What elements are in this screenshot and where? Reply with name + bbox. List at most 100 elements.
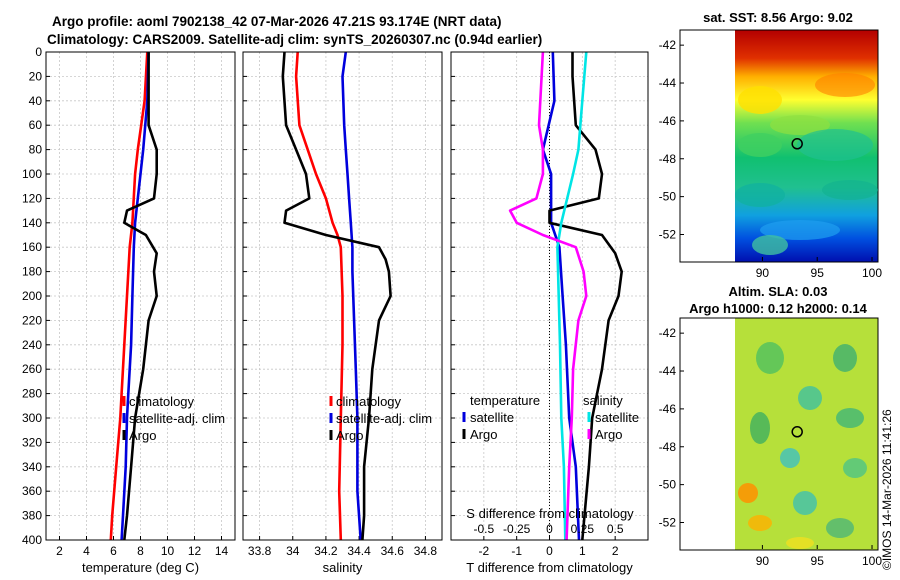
- legend-label: Argo: [336, 428, 363, 443]
- sst-map-title: sat. SST: 8.56 Argo: 9.02: [703, 10, 853, 25]
- x-axis-label: temperature (deg C): [82, 560, 199, 575]
- sst-field-blob: [735, 183, 785, 207]
- secondary-tick-label: -0.25: [503, 522, 531, 536]
- x-axis-label: salinity: [323, 560, 363, 575]
- y-tick-label: 260: [22, 362, 42, 376]
- y-tick-label: 160: [22, 240, 42, 254]
- sla-map-title1: Altim. SLA: 0.03: [729, 284, 828, 299]
- lat-tick-label: -48: [659, 152, 677, 166]
- sst-field-blob: [752, 235, 788, 255]
- sla-field-blob: [748, 515, 772, 531]
- sst-map-panel: sat. SST: 8.56 Argo: 9.02 -42 -44 -46 -48 -5…: [659, 10, 883, 280]
- sla-field-blob: [843, 458, 867, 478]
- secondary-axis-label: S difference from climatology: [466, 506, 634, 521]
- lon-tick-label: 90: [756, 266, 770, 280]
- sst-field-blob: [815, 73, 875, 97]
- series-line-climatology: [294, 51, 344, 541]
- y-tick-label: 280: [22, 387, 42, 401]
- legend-label: Argo: [470, 427, 497, 442]
- legend-label: satellite-adj. clim: [129, 411, 225, 426]
- legend-label: Argo: [129, 428, 156, 443]
- y-tick-label: 40: [29, 94, 43, 108]
- imos-stamp: ©IMOS 14-Mar-2026 11:41:26: [880, 409, 894, 570]
- sla-field-blob: [836, 408, 864, 428]
- legend-label: satellite: [595, 410, 639, 425]
- y-tick-label: 80: [29, 143, 43, 157]
- x-tick-label: 6: [110, 544, 117, 558]
- lat-tick-label: -44: [659, 364, 677, 378]
- x-tick-label: 14: [215, 544, 229, 558]
- x-tick-label: 12: [188, 544, 202, 558]
- sla-field-blob: [798, 386, 822, 410]
- y-tick-label: 120: [22, 191, 42, 205]
- x-tick-label: 0: [546, 544, 553, 558]
- plot-frame: [242, 51, 443, 541]
- legend-temperature-title: temperature: [470, 393, 540, 408]
- sla-field-blob: [833, 344, 857, 372]
- x-tick-label: 2: [612, 544, 619, 558]
- lat-tick-label: -42: [659, 38, 677, 52]
- sla-map-panel: Altim. SLA: 0.03 Argo h1000: 0.12 h2000:…: [659, 284, 883, 568]
- figure-title-line2: Climatology: CARS2009. Satellite-adj cli…: [47, 32, 543, 47]
- x-tick-label: 2: [56, 544, 63, 558]
- y-tick-label: 240: [22, 338, 42, 352]
- x-tick-label: 8: [137, 544, 144, 558]
- y-tick-label: 60: [29, 118, 43, 132]
- sla-field-blob: [780, 448, 800, 468]
- sst-field-blob: [738, 133, 782, 157]
- sla-field-blob: [786, 537, 814, 549]
- x-tick-label: 1: [579, 544, 586, 558]
- y-tick-label: 220: [22, 313, 42, 327]
- sla-field-blob: [793, 491, 817, 515]
- x-tick-label: -1: [511, 544, 522, 558]
- x-tick-label: 34: [286, 544, 300, 558]
- sst-float-marker: [791, 138, 803, 150]
- y-tick-label: 0: [35, 45, 42, 59]
- sst-field-blob: [822, 180, 878, 200]
- y-tick-label: 200: [22, 289, 42, 303]
- lat-tick-label: -42: [659, 326, 677, 340]
- lat-tick-label: -44: [659, 76, 677, 90]
- x-tick-label: -2: [478, 544, 489, 558]
- x-axis-label: T difference from climatology: [466, 560, 633, 575]
- profile-panel-1: 2 4 6 8 10 12 14020406080100120140160180200220…: [22, 45, 236, 575]
- legend-label: climatology: [336, 394, 402, 409]
- series-line-salinity-argo: [508, 51, 588, 541]
- sla-field-blob: [756, 342, 784, 374]
- lat-tick-label: -52: [659, 227, 677, 241]
- plot-frame: [450, 51, 649, 541]
- y-tick-label: 180: [22, 265, 42, 279]
- x-tick-label: 34.4: [347, 544, 371, 558]
- lat-tick-label: -48: [659, 440, 677, 454]
- y-tick-label: 140: [22, 216, 42, 230]
- y-tick-label: 360: [22, 484, 42, 498]
- secondary-tick-label: -0.5: [473, 522, 494, 536]
- secondary-tick-label: 0.5: [607, 522, 624, 536]
- series-line-salinity-satellite: [556, 51, 588, 541]
- legend-label: satellite: [470, 410, 514, 425]
- sla-field-blob: [750, 412, 770, 444]
- lon-tick-label: 95: [811, 266, 825, 280]
- x-tick-label: 34.8: [414, 544, 438, 558]
- profile-panel-2: 33.8 34 34.2 34.4 34.6 34.8 salinity climatolog…: [242, 51, 443, 575]
- sla-float-marker: [791, 426, 803, 438]
- y-tick-label: 400: [22, 533, 42, 547]
- series-line-argo: [281, 51, 392, 541]
- series-line-argo: [123, 52, 158, 541]
- sst-field-blob: [738, 86, 782, 114]
- x-tick-label: 34.6: [381, 544, 405, 558]
- y-tick-label: 20: [29, 69, 43, 83]
- secondary-tick-label: 0: [546, 522, 553, 536]
- lat-tick-label: -52: [659, 515, 677, 529]
- series-line-satellite-adj-clim: [120, 51, 150, 541]
- y-tick-label: 320: [22, 435, 42, 449]
- y-tick-label: 300: [22, 411, 42, 425]
- legend-label: satellite-adj. clim: [336, 411, 432, 426]
- lat-tick-label: -50: [659, 190, 677, 204]
- lon-tick-label: 95: [811, 554, 825, 568]
- series-line-temperature-argo: [548, 52, 624, 541]
- lon-tick-label: 100: [862, 554, 882, 568]
- sst-field-blob: [760, 220, 840, 240]
- y-tick-label: 340: [22, 460, 42, 474]
